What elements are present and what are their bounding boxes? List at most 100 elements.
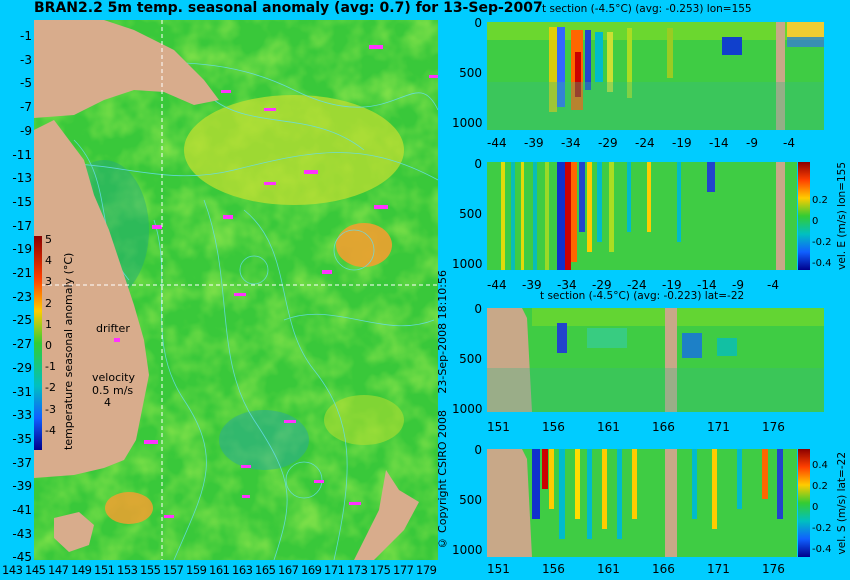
panel4-plot [487,449,797,557]
cbar-tick: -0.4 [812,544,832,555]
lat-tick: -37 [12,455,32,470]
xtick: -44 [487,136,507,150]
xtick: 166 [652,420,675,434]
xtick: -14 [697,278,717,292]
velocity-value: 0.5 m/s [92,384,134,397]
temp-colorbar-ticks: 5 4 3 2 1 0 -1 -2 -3 -4 [45,229,65,441]
xtick: -9 [746,136,758,150]
xtick: 166 [652,562,675,576]
lat-tick: -23 [12,289,32,304]
ytick: 1000 [452,116,483,130]
cbar-tick: -0.2 [812,523,832,534]
xtick: 171 [707,562,730,576]
panel4-yaxis: 0 500 1000 [452,443,483,557]
lon-axis: 143 145 147 149 151 153 155 157 159 161 … [2,563,442,577]
panel2-colorbar [798,162,810,270]
ytick: 500 [459,66,482,80]
panel1-yaxis: 0 500 1000 [452,16,483,130]
lat-tick: -27 [12,337,32,352]
lon-tick: 175 [370,563,391,577]
new-guinea-land [34,20,219,118]
lat-tick: -19 [12,242,32,257]
xtick: -19 [672,136,692,150]
lat-tick: -17 [12,218,32,233]
lon-tick: 163 [232,563,253,577]
lat-tick: -21 [12,266,32,281]
xtick: 156 [542,420,565,434]
lat-tick: -9 [20,123,32,138]
ytick: 0 [474,157,482,171]
lat-tick: -43 [12,526,32,541]
panel4-colorbar [798,449,810,557]
xtick: -24 [635,136,655,150]
ytick: 0 [474,443,482,457]
lat-tick: -7 [20,100,32,115]
lon-tick: 143 [2,563,23,577]
lon-tick: 179 [416,563,437,577]
xtick: -24 [627,278,647,292]
lat-tick: -5 [20,76,32,91]
ytick: 1000 [452,257,483,271]
lon-tick: 171 [324,563,345,577]
panel2-plot [487,162,797,270]
lat-axis: -1 -3 -5 -7 -9 -11 -13 -15 -17 -19 -21 -… [6,25,32,570]
cbar-tick: -2 [45,381,56,395]
cbar-tick: -1 [45,360,56,374]
cbar-tick: 0.2 [812,195,828,206]
lon-tick: 149 [71,563,92,577]
xtick: -4 [767,278,779,292]
cbar-tick: -3 [45,402,56,416]
lat-tick: -3 [20,52,32,67]
map-panel [34,20,438,560]
lon-tick: 161 [209,563,230,577]
australia-land [34,120,149,478]
velocity-value2: 4 [104,396,111,409]
ytick: 0 [474,16,482,30]
main-title: BRAN2.2 5m temp. seasonal anomaly (avg: … [34,0,543,16]
panel4-side-label: vel. S (m/s) lat=-22 [836,452,848,555]
panel3-title: t section (-4.5°C) (avg: -0.223) lat=-22 [540,290,745,302]
xtick: -4 [783,136,795,150]
timestamp: 23-Sep-2008 18:10:56 [436,270,449,394]
xtick: -19 [662,278,682,292]
xtick: -39 [522,278,542,292]
lat-tick: -41 [12,503,32,518]
lat-tick: -35 [12,431,32,446]
lat-tick: -25 [12,313,32,328]
cbar-tick: -4 [45,423,56,437]
xtick: 176 [762,420,785,434]
cbar-tick: 0.4 [812,460,828,471]
lat-tick: -45 [12,550,32,565]
map-image [34,20,438,560]
xtick: 151 [487,420,510,434]
cbar-tick: 0 [812,502,819,513]
lat-tick: -29 [12,360,32,375]
temp-colorbar [34,236,42,450]
lat-tick: -1 [20,29,32,43]
xtick: -14 [709,136,729,150]
cbar-tick: -0.4 [812,258,832,269]
cbar-tick: -0.2 [812,237,832,248]
drifter-label: drifter [96,322,130,335]
lon-tick: 159 [186,563,207,577]
cbar-tick: 0.2 [812,481,828,492]
colorbar-label: temperature seasonal anomaly (°C) [62,252,75,450]
lon-tick: 151 [94,563,115,577]
tasmania-land [54,512,94,552]
panel1-plot [487,22,824,130]
ytick: 500 [459,352,482,366]
lat-tick: -31 [12,384,32,399]
xtick: -29 [592,278,612,292]
cbar-tick: 4 [45,254,52,268]
ytick: 1000 [452,402,483,416]
cbar-tick: 0 [45,339,52,353]
xtick: 156 [542,562,565,576]
xtick: -34 [561,136,581,150]
lon-tick: 145 [25,563,46,577]
panel2-cbar-ticks: 0.2 0 -0.2 -0.4 [812,190,832,274]
panel1-xaxis: -44 -39 -34 -29 -24 -19 -14 -9 -4 [487,136,827,150]
cbar-tick: 0 [812,216,819,227]
xtick: -9 [732,278,744,292]
xtick: -34 [557,278,577,292]
panel1-title: t section (-4.5°C) (avg: -0.253) lon=155 [542,3,752,15]
